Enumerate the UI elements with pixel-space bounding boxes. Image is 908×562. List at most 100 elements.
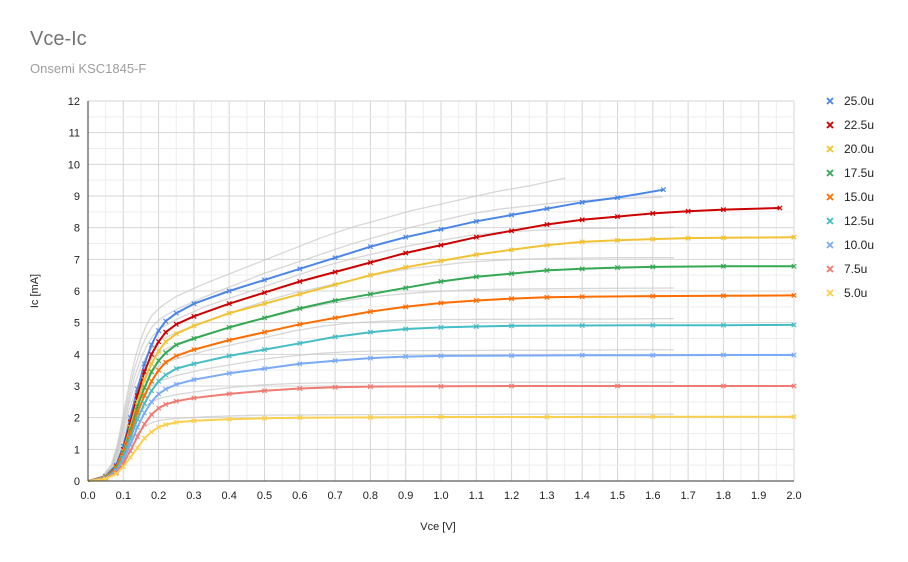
- legend-item-15.0u[interactable]: 15.0u: [826, 190, 874, 204]
- data-point: [226, 370, 232, 376]
- data-point: [155, 339, 162, 345]
- data-point: [148, 361, 155, 367]
- data-point: [508, 295, 515, 302]
- series-17.5u: [87, 263, 797, 482]
- series-12.5u: [87, 322, 797, 482]
- y-tick-label: 0: [74, 476, 80, 488]
- y-tick-label: 8: [74, 223, 80, 235]
- data-point: [134, 424, 141, 430]
- reference-curve: [87, 196, 663, 482]
- data-point: [438, 383, 444, 389]
- y-tick-label: 3: [74, 381, 80, 393]
- data-point: [579, 266, 585, 272]
- data-point: [134, 434, 141, 440]
- data-point: [173, 321, 179, 327]
- data-point: [226, 310, 232, 316]
- data-point: [579, 199, 585, 205]
- data-point: [148, 369, 155, 375]
- data-point: [367, 244, 374, 250]
- data-point: [791, 292, 797, 299]
- data-point: [297, 321, 303, 327]
- y-tick-label: 2: [74, 413, 80, 425]
- data-point: [473, 218, 479, 224]
- data-point: [614, 383, 621, 389]
- x-tick-label: 1.5: [610, 490, 625, 502]
- data-point: [508, 270, 515, 277]
- legend-label: 17.5u: [844, 166, 874, 180]
- legend-marker: [826, 121, 834, 129]
- data-point: [579, 352, 585, 358]
- data-point: [438, 300, 444, 306]
- data-point: [173, 381, 179, 388]
- chart-title: Vce-Ic: [30, 28, 87, 50]
- data-point: [261, 277, 268, 283]
- data-point: [579, 217, 585, 223]
- data-point: [544, 206, 550, 212]
- data-point: [438, 353, 444, 359]
- data-point: [544, 294, 550, 300]
- data-point: [508, 228, 515, 234]
- data-point: [191, 361, 197, 367]
- data-point: [332, 315, 338, 321]
- legend-item-12.5u[interactable]: 12.5u: [826, 214, 874, 228]
- legend[interactable]: 25.0u 22.5u 20.0u 17.5u 15.0u 12.5u 10.0u 7.5u 5…: [826, 94, 874, 300]
- data-point: [614, 237, 621, 243]
- data-point: [367, 329, 374, 335]
- legend-label: 15.0u: [844, 190, 874, 204]
- legend-item-10.0u[interactable]: 10.0u: [826, 238, 874, 252]
- data-point: [155, 358, 162, 364]
- data-point: [141, 361, 148, 367]
- data-point: [148, 342, 155, 348]
- data-point: [261, 365, 268, 372]
- legend-marker: [826, 193, 834, 201]
- legend-item-5.0u[interactable]: 5.0u: [826, 286, 867, 300]
- data-point: [191, 313, 197, 319]
- data-point: [261, 289, 268, 296]
- legend-item-22.5u[interactable]: 22.5u: [826, 118, 874, 132]
- data-point: [438, 258, 444, 264]
- x-tick-label: 0.0: [80, 490, 95, 502]
- data-point: [155, 424, 162, 430]
- data-point: [261, 415, 268, 421]
- data-point: [650, 352, 656, 358]
- y-tick-label: 7: [74, 254, 80, 266]
- data-point: [720, 322, 727, 328]
- series-line: [87, 207, 780, 482]
- data-point: [163, 318, 169, 324]
- data-point: [226, 416, 232, 422]
- data-point: [650, 322, 656, 328]
- legend-item-25.0u[interactable]: 25.0u: [826, 94, 874, 108]
- data-point: [332, 255, 338, 261]
- data-point: [155, 327, 162, 334]
- series-20.0u: [87, 234, 797, 482]
- data-point: [473, 297, 479, 304]
- data-point: [173, 331, 179, 337]
- data-point: [720, 383, 727, 389]
- legend-label: 5.0u: [844, 286, 867, 300]
- data-point: [367, 291, 374, 297]
- data-point: [791, 234, 797, 240]
- x-tick-label: 1.7: [680, 490, 695, 502]
- data-point: [332, 282, 338, 288]
- legend-marker: [826, 265, 834, 273]
- legend-item-7.5u[interactable]: 7.5u: [826, 262, 867, 276]
- legend-marker: [826, 241, 834, 249]
- x-tick-label: 0.7: [327, 490, 342, 502]
- series-line: [87, 294, 795, 482]
- data-point: [191, 323, 197, 329]
- legend-item-20.0u[interactable]: 20.0u: [826, 142, 874, 156]
- data-point: [155, 367, 162, 373]
- data-point: [163, 372, 169, 378]
- legend-marker: [826, 169, 834, 177]
- data-point: [579, 294, 585, 300]
- data-point: [297, 305, 303, 312]
- data-point: [367, 272, 374, 278]
- legend-item-17.5u[interactable]: 17.5u: [826, 166, 874, 180]
- axes: [87, 101, 794, 482]
- data-point: [297, 340, 303, 346]
- data-point: [660, 187, 667, 193]
- data-point: [163, 401, 169, 407]
- data-point: [473, 323, 479, 330]
- data-point: [163, 386, 169, 392]
